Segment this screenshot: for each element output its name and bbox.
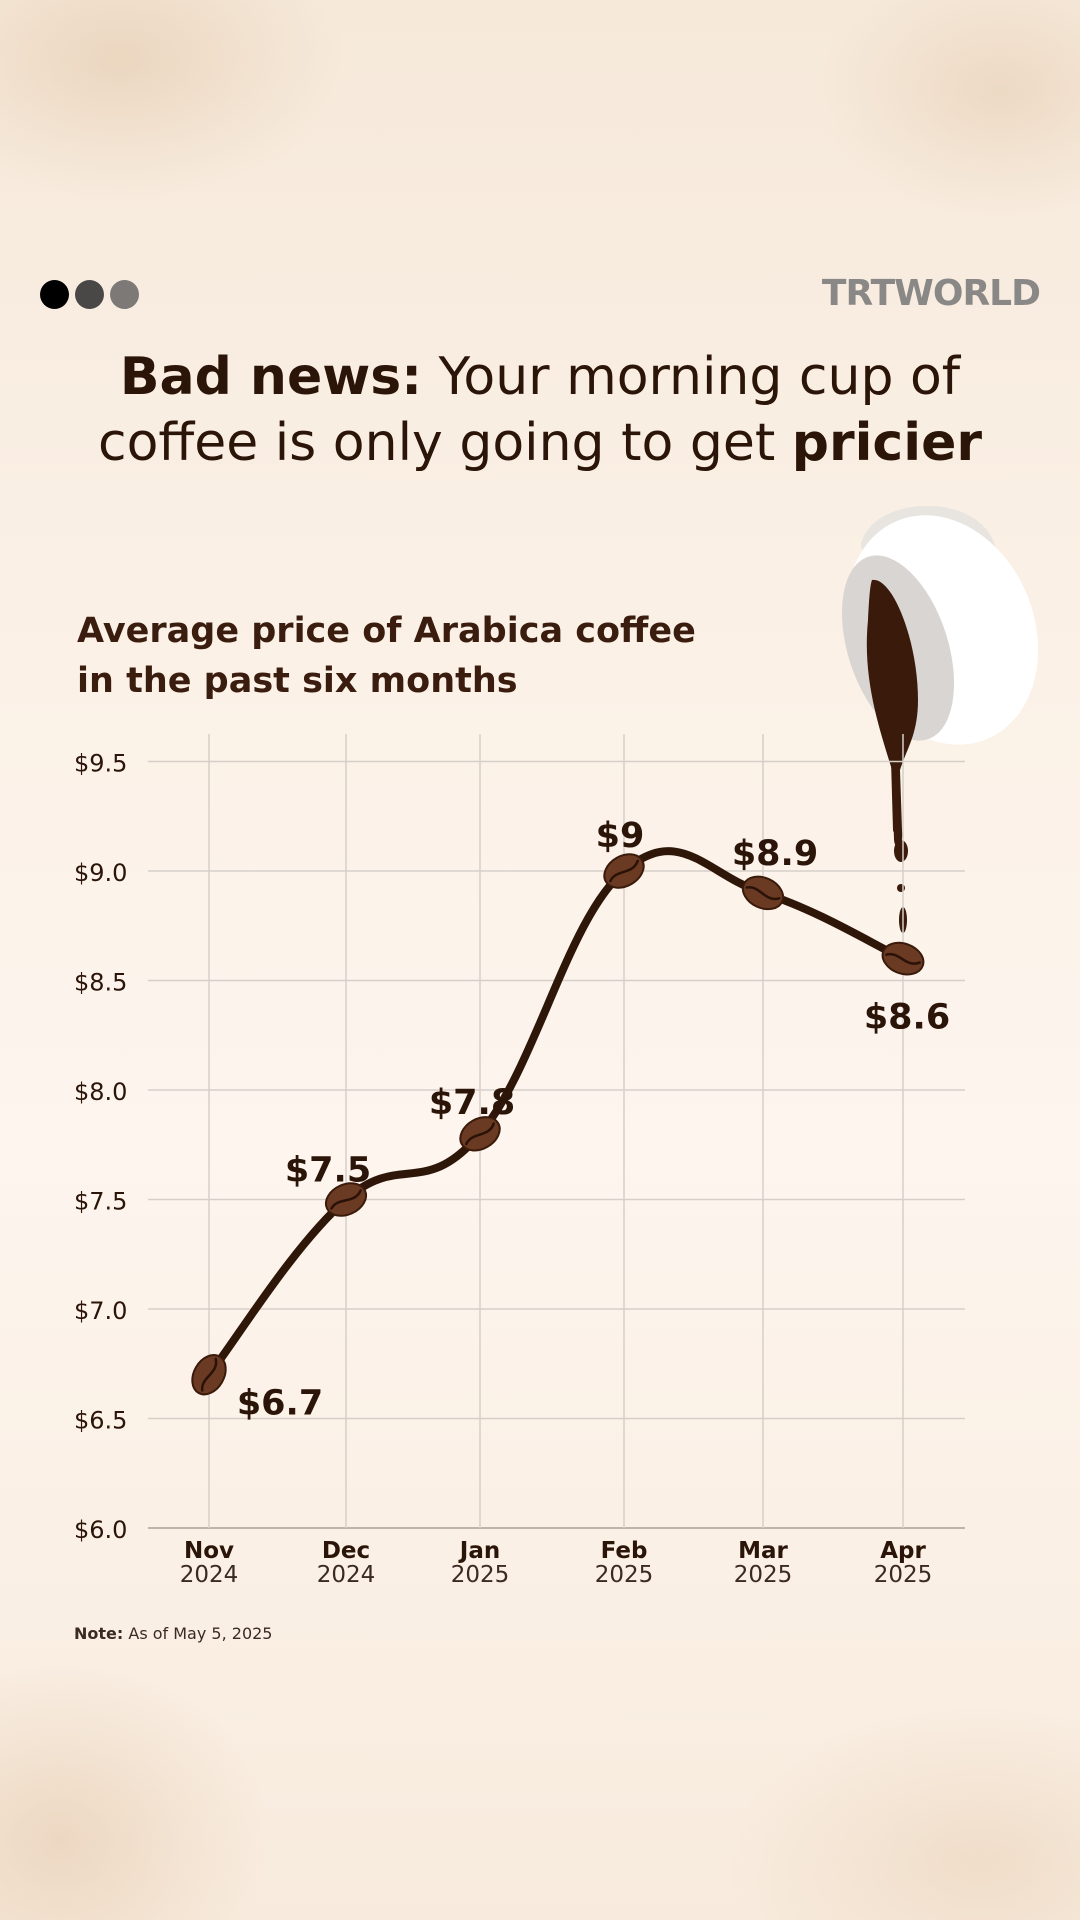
data-label: $9 [596, 816, 645, 856]
data-label: $7.5 [285, 1151, 371, 1191]
coffee-bean-marker [741, 875, 785, 911]
coffee-bean-marker [324, 1182, 368, 1217]
x-tick-year: 2025 [874, 1562, 933, 1588]
data-label: $8.6 [864, 998, 950, 1038]
series-line [205, 847, 907, 1379]
x-axis-labels: Nov2024Dec2024Jan2025Feb2025Mar2025Apr20… [180, 1538, 933, 1588]
pagination-dots [40, 280, 139, 309]
x-tick-year: 2025 [451, 1562, 510, 1588]
y-tick-label: $9.0 [74, 859, 127, 887]
dot-2 [75, 280, 104, 309]
y-tick-label: $7.5 [74, 1188, 127, 1216]
x-tick-year: 2025 [734, 1562, 793, 1588]
dot-3 [110, 280, 139, 309]
chart-title: Average price of Arabica coffee in the p… [77, 611, 696, 701]
data-labels: $6.7 $7.5 $7.8 $9 $8.9 $8.6 [237, 816, 950, 1424]
x-tick-month: Feb [601, 1538, 648, 1564]
data-label: $6.7 [237, 1384, 323, 1424]
note-label: Note: [74, 1624, 124, 1643]
y-tick-label: $9.5 [74, 750, 127, 778]
dot-1 [40, 280, 69, 309]
headline-bold-2: pricier [791, 413, 982, 473]
x-tick-month: Dec [322, 1538, 370, 1564]
y-tick-label: $6.5 [74, 1407, 127, 1435]
x-tick-month: Nov [184, 1538, 234, 1564]
data-label: $8.9 [732, 834, 818, 874]
coffee-bean-marker [603, 853, 645, 889]
x-tick-year: 2024 [180, 1562, 239, 1588]
x-tick-month: Apr [880, 1538, 926, 1564]
coffee-bean-marker [459, 1116, 501, 1152]
coffee-bean-marker [191, 1354, 227, 1396]
y-tick-label: $8.0 [74, 1078, 127, 1106]
data-label: $7.8 [429, 1083, 515, 1123]
x-tick-year: 2024 [317, 1562, 376, 1588]
x-tick-year: 2025 [595, 1562, 654, 1588]
y-tick-label: $7.0 [74, 1297, 127, 1325]
brand-logo: TRTWORLD [821, 273, 1041, 314]
note-text: As of May 5, 2025 [123, 1624, 273, 1643]
coffee-cup-icon [841, 505, 1039, 933]
coffee-bean-marker [881, 941, 925, 976]
y-axis-labels: $6.0 $6.5 $7.0 $7.5 $8.0 $8.5 $9.0 $9.5 [74, 750, 127, 1545]
headline-text: Your morning cup of coffee is only going… [97, 347, 961, 473]
y-tick-label: $8.5 [74, 969, 127, 997]
y-tick-label: $6.0 [74, 1516, 127, 1544]
headline-bold-1: Bad news: [119, 347, 422, 407]
headline: Bad news: Your morning cup of coffee is … [40, 344, 1040, 476]
x-tick-month: Mar [738, 1538, 788, 1564]
x-tick-month: Jan [458, 1538, 500, 1564]
data-markers [191, 853, 925, 1396]
note: Note: As of May 5, 2025 [74, 1624, 272, 1643]
